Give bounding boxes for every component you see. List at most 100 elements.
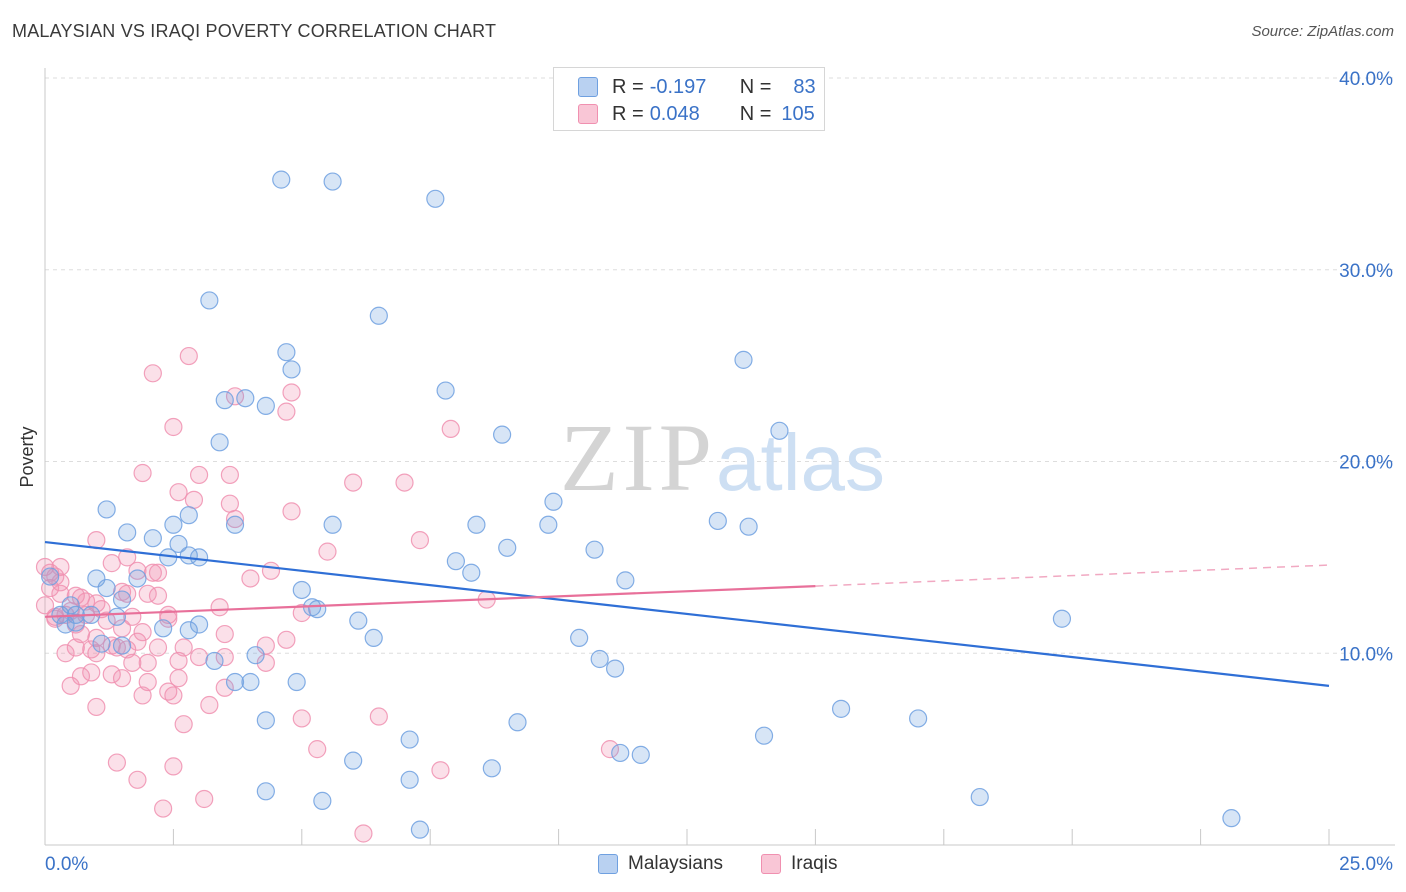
legend-n-value: 83 bbox=[793, 75, 816, 98]
data-point bbox=[164, 757, 183, 776]
bottom-legend-iraqis: Iraqis bbox=[761, 852, 837, 876]
data-point bbox=[97, 500, 116, 519]
data-point bbox=[282, 360, 301, 379]
bottom-legend-label: Malaysians bbox=[628, 853, 724, 874]
data-point bbox=[441, 419, 460, 439]
data-point bbox=[277, 630, 296, 649]
data-point bbox=[431, 761, 450, 780]
y-tick-label: 40.0% bbox=[1339, 69, 1393, 90]
data-point bbox=[369, 306, 388, 325]
legend-swatch-iraqis bbox=[578, 104, 598, 124]
legend-r-label: R = bbox=[612, 75, 644, 98]
data-point bbox=[154, 619, 173, 638]
data-point bbox=[169, 483, 188, 502]
data-point bbox=[138, 653, 157, 672]
data-point bbox=[87, 697, 106, 717]
data-point bbox=[123, 607, 142, 626]
data-point bbox=[51, 584, 70, 603]
data-point bbox=[179, 506, 198, 525]
data-point bbox=[272, 170, 291, 189]
data-point bbox=[215, 678, 234, 697]
data-point bbox=[210, 598, 229, 617]
data-point bbox=[184, 490, 204, 509]
data-point bbox=[241, 672, 260, 692]
data-point bbox=[256, 396, 275, 415]
data-point bbox=[102, 554, 121, 573]
data-point bbox=[107, 607, 127, 626]
data-point bbox=[313, 791, 332, 810]
data-point bbox=[323, 515, 342, 534]
data-point bbox=[708, 511, 727, 531]
data-point bbox=[87, 628, 106, 648]
data-point bbox=[754, 726, 774, 745]
data-point bbox=[1222, 809, 1241, 828]
data-point bbox=[508, 713, 527, 732]
data-point bbox=[66, 638, 85, 657]
data-point bbox=[46, 567, 65, 586]
legend-swatch-malaysians bbox=[578, 77, 598, 97]
data-point bbox=[369, 707, 388, 726]
legend-r-value: 0.048 bbox=[649, 102, 700, 125]
data-point bbox=[92, 634, 111, 653]
data-point bbox=[128, 632, 147, 651]
data-point bbox=[318, 542, 337, 561]
data-point bbox=[400, 770, 419, 789]
data-point bbox=[112, 669, 132, 688]
data-point bbox=[462, 563, 481, 582]
data-point bbox=[71, 667, 91, 686]
data-point bbox=[210, 433, 229, 452]
data-point bbox=[277, 343, 296, 362]
data-point bbox=[112, 636, 132, 655]
data-point bbox=[169, 534, 188, 554]
data-point bbox=[164, 417, 183, 437]
trend-line-iraqis-extension bbox=[815, 564, 1330, 587]
data-point bbox=[225, 515, 245, 534]
data-point bbox=[287, 672, 306, 692]
data-point bbox=[82, 663, 101, 682]
legend-n-label: N = bbox=[739, 102, 772, 125]
y-tick-label: 20.0% bbox=[1339, 453, 1393, 474]
data-point bbox=[354, 824, 373, 843]
data-point bbox=[174, 638, 193, 657]
y-tick-labels: 10.0% 20.0% 30.0% 40.0% bbox=[1339, 69, 1393, 665]
data-point bbox=[143, 529, 162, 548]
bottom-legend-label: Iraqis bbox=[791, 853, 838, 874]
bottom-swatch-malaysians bbox=[598, 854, 618, 874]
y-tick-label: 30.0% bbox=[1339, 261, 1393, 282]
watermark-atlas: atlas bbox=[716, 418, 885, 507]
data-point bbox=[220, 494, 239, 513]
data-point bbox=[138, 584, 157, 603]
data-point bbox=[467, 515, 486, 534]
data-point bbox=[600, 740, 620, 759]
data-point bbox=[164, 515, 183, 534]
data-point bbox=[200, 291, 219, 310]
data-point bbox=[585, 540, 604, 559]
data-point bbox=[225, 672, 245, 692]
data-point bbox=[76, 592, 96, 611]
data-point bbox=[143, 364, 162, 383]
data-point bbox=[909, 709, 928, 728]
data-point bbox=[102, 665, 121, 684]
data-point bbox=[364, 628, 383, 648]
data-point bbox=[205, 651, 224, 671]
legend-r-value: -0.197 bbox=[649, 75, 707, 98]
legend-r-label: R = bbox=[612, 102, 644, 125]
x-tick-labels: 0.0% 25.0% bbox=[45, 854, 1393, 875]
data-point bbox=[734, 350, 753, 369]
data-point bbox=[128, 770, 147, 789]
data-point bbox=[246, 646, 265, 665]
data-point bbox=[349, 611, 368, 630]
data-point bbox=[154, 799, 173, 818]
x-tick-label: 0.0% bbox=[45, 854, 88, 875]
data-point bbox=[215, 391, 234, 410]
data-point bbox=[410, 820, 430, 839]
data-point bbox=[179, 621, 198, 640]
trend-line-iraqis bbox=[44, 585, 816, 618]
data-point bbox=[970, 787, 989, 807]
legend-n-label: N = bbox=[739, 75, 772, 98]
trend-line-malaysians bbox=[44, 540, 1330, 687]
data-point bbox=[236, 389, 255, 408]
data-point bbox=[605, 659, 625, 678]
x-tick-label: 25.0% bbox=[1339, 854, 1393, 875]
data-point bbox=[82, 640, 101, 659]
